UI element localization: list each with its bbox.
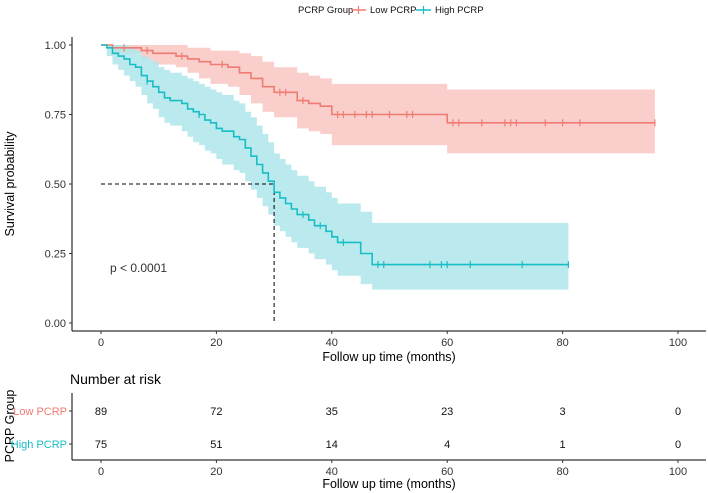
y-tick-label: 0.50: [45, 179, 66, 191]
risk-count-low-pcrp: 35: [326, 406, 338, 418]
risk-count-low-pcrp: 3: [560, 406, 566, 418]
risk-row-label-high-pcrp: High PCRP: [11, 439, 67, 451]
censor-marks: [123, 44, 656, 269]
x-tick-label: 0: [98, 337, 104, 349]
risk-count-high-pcrp: 51: [210, 439, 222, 451]
km-plot: 0.00 0.25 0.50 0.75 1.00 0 20 40 60 80 100 Follow…: [3, 37, 706, 364]
risk-count-high-pcrp: 0: [675, 439, 681, 451]
legend-label-low: Low PCRP: [370, 5, 416, 16]
confidence-band-high-pcrp: [101, 45, 569, 290]
risk-count-high-pcrp: 4: [444, 439, 450, 451]
survival-curve-low-pcrp: [101, 44, 655, 124]
risk-x-axis-title: Follow up time (months): [322, 477, 455, 491]
risk-count-high-pcrp: 75: [95, 439, 107, 451]
risk-x-tick-label: 40: [326, 466, 338, 478]
y-tick-label: 0.75: [45, 110, 66, 122]
risk-x-tick-label: 0: [98, 466, 104, 478]
risk-x-tick-label: 20: [210, 466, 222, 478]
risk-count-high-pcrp: 14: [326, 439, 338, 451]
risk-row-label-low-pcrp: Low PCRP: [13, 406, 67, 418]
median-reference: [101, 183, 275, 323]
x-tick-label: 40: [326, 337, 338, 349]
risk-table: Number at risk PCRP Group Low PCRP 89 72 35…: [3, 371, 706, 491]
y-tick-label: 0.25: [45, 249, 66, 261]
x-tick-label: 60: [441, 337, 453, 349]
p-value-annotation: p < 0.0001: [110, 261, 167, 275]
confidence-bands: [101, 45, 655, 290]
x-axis-title: Follow up time (months): [322, 350, 455, 364]
risk-table-title: Number at risk: [70, 371, 162, 387]
risk-count-low-pcrp: 0: [675, 406, 681, 418]
risk-rows: Low PCRP 89 72 35 23 3 0 High PCRP 75 51 14 4 1 0: [11, 406, 681, 451]
y-tick-label: 1.00: [45, 40, 66, 52]
y-axis-title: Survival probability: [3, 131, 17, 237]
risk-x-ticks: 0 20 40 60 80 100: [98, 460, 687, 478]
y-tick-label: 0.00: [45, 318, 66, 330]
legend-title: PCRP Group: [298, 5, 353, 16]
risk-x-tick-label: 80: [556, 466, 568, 478]
risk-x-tick-label: 60: [441, 466, 453, 478]
x-tick-label: 20: [210, 337, 222, 349]
y-ticks: 0.00 0.25 0.50 0.75 1.00: [45, 40, 72, 330]
x-tick-label: 100: [669, 337, 687, 349]
x-tick-label: 80: [556, 337, 568, 349]
survival-curves: [101, 44, 655, 266]
risk-x-tick-label: 100: [669, 466, 687, 478]
risk-count-low-pcrp: 23: [441, 406, 453, 418]
risk-table-y-title: PCRP Group: [3, 390, 17, 463]
survival-curve-high-pcrp: [101, 44, 569, 266]
legend: PCRP Group Low PCRP High PCRP: [298, 5, 484, 16]
x-ticks: 0 20 40 60 80 100: [98, 331, 687, 349]
risk-count-low-pcrp: 72: [210, 406, 222, 418]
risk-count-high-pcrp: 1: [560, 439, 566, 451]
risk-count-low-pcrp: 89: [95, 406, 107, 418]
legend-label-high: High PCRP: [435, 5, 484, 16]
